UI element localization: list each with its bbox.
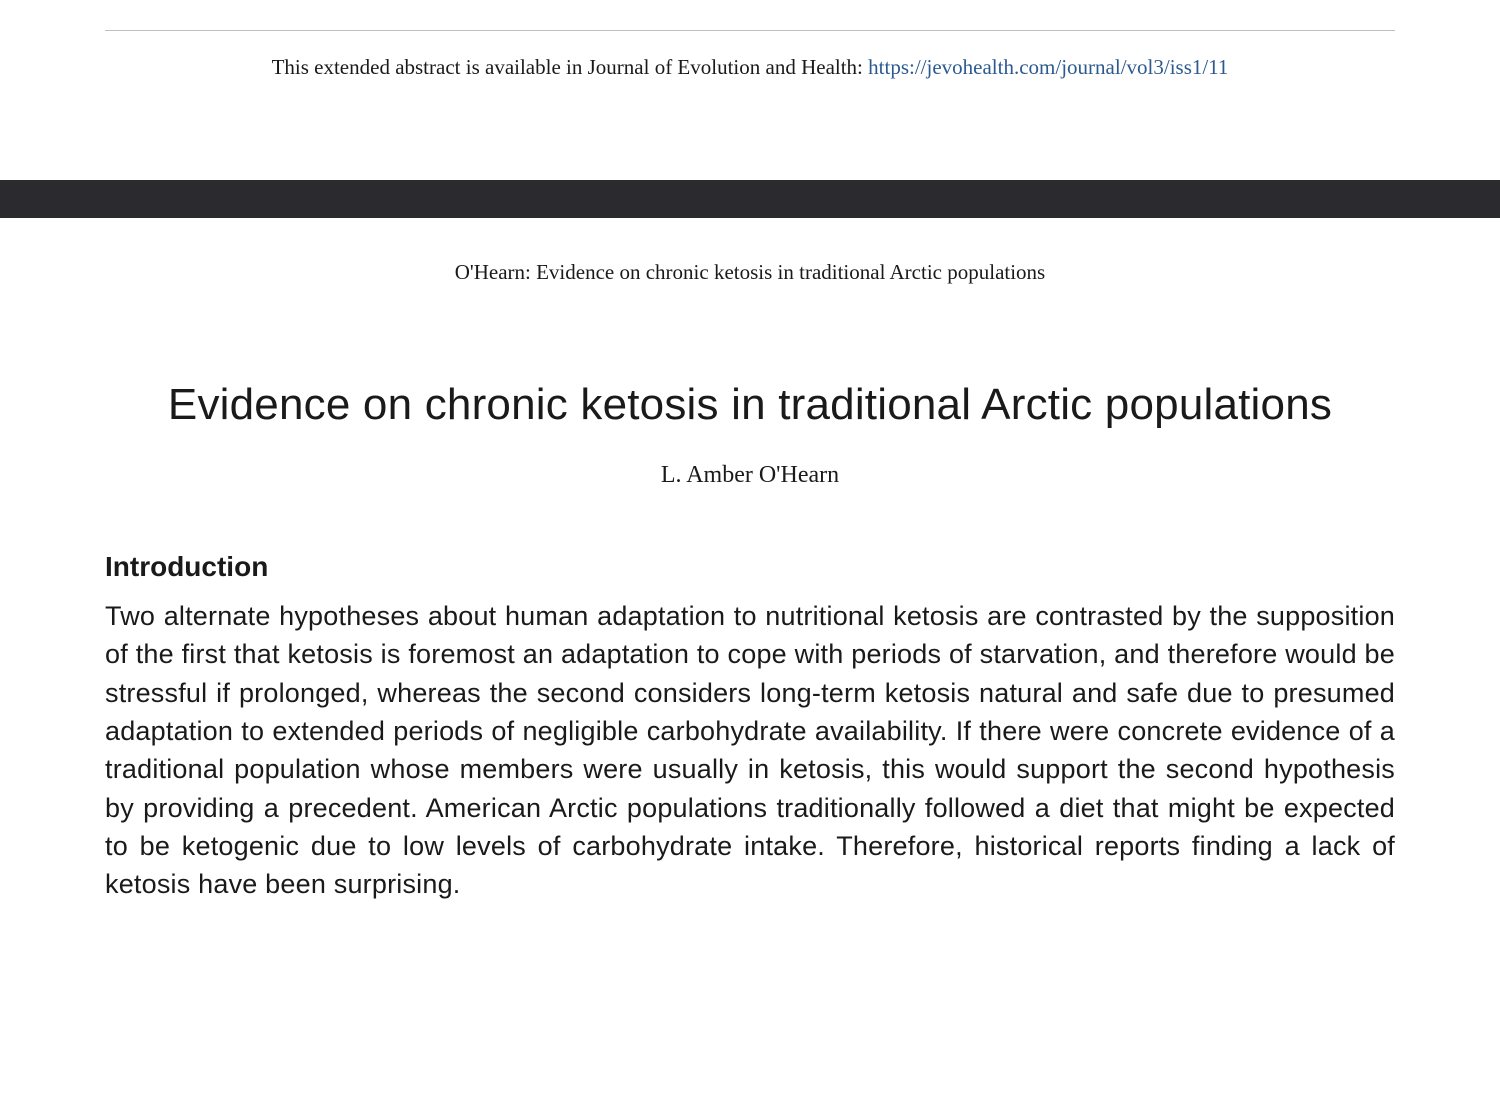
top-section: This extended abstract is available in J… [0, 30, 1500, 140]
content-section: Evidence on chronic ketosis in tradition… [0, 380, 1500, 904]
article-title: Evidence on chronic ketosis in tradition… [105, 380, 1395, 430]
dark-band [0, 180, 1500, 218]
availability-line: This extended abstract is available in J… [105, 31, 1395, 140]
availability-prefix: This extended abstract is available in J… [272, 55, 869, 79]
section-heading-introduction: Introduction [105, 551, 1395, 583]
availability-link[interactable]: https://jevohealth.com/journal/vol3/iss1… [868, 55, 1228, 79]
body-paragraph: Two alternate hypotheses about human ada… [105, 597, 1395, 904]
running-head: O'Hearn: Evidence on chronic ketosis in … [0, 218, 1500, 285]
article-author: L. Amber O'Hearn [105, 462, 1395, 489]
